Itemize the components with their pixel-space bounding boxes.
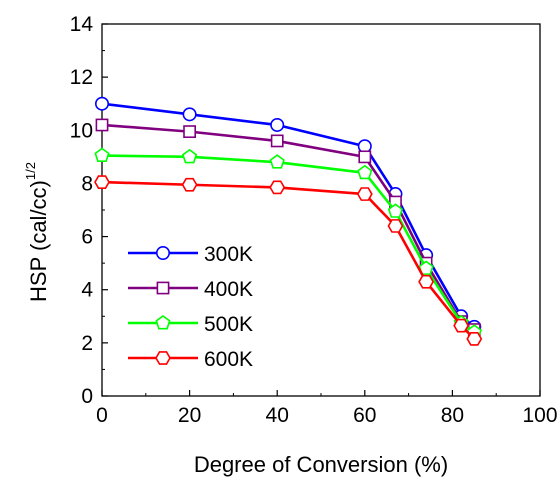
- data-point-600K: [356, 187, 373, 201]
- x-tick-label: 0: [96, 404, 108, 427]
- y-tick-label: 8: [81, 172, 93, 195]
- axes: 0 20 40 60 80 100 0 2 4 6 8 10 12 14: [70, 13, 558, 427]
- series-line-300K: [101, 102, 476, 328]
- y-tick-label: 14: [70, 13, 94, 36]
- legend-label: 400K: [204, 278, 253, 301]
- data-point-300K: [270, 117, 285, 132]
- x-axis-title: Degree of Conversion (%): [194, 452, 448, 477]
- data-point-400K: [183, 125, 196, 139]
- legend-label: 600K: [204, 348, 253, 371]
- y-tick-label: 0: [81, 385, 93, 408]
- data-point-600K: [181, 177, 198, 192]
- data-point-500K: [181, 148, 198, 164]
- series-300K: [95, 96, 482, 334]
- series-500K: [94, 147, 482, 339]
- x-tick-label: 80: [441, 404, 464, 427]
- data-point-500K: [269, 154, 285, 169]
- data-point-500K: [357, 164, 373, 180]
- data-point-500K: [387, 203, 404, 218]
- legend-marker: [156, 246, 171, 261]
- data-point-300K: [95, 96, 110, 111]
- legend-marker: [155, 315, 171, 330]
- legend-marker: [156, 281, 170, 295]
- series-line-500K: [101, 154, 476, 334]
- data-point-500K: [418, 260, 434, 275]
- legend-item-600K: 600K: [128, 348, 253, 371]
- data-point-600K: [269, 180, 286, 195]
- series-line-600K: [101, 180, 476, 340]
- data-point-300K: [182, 107, 197, 122]
- legend-label: 500K: [204, 313, 253, 336]
- data-point-600K: [453, 318, 470, 333]
- data-point-600K: [418, 274, 435, 289]
- data-point-600K: [466, 332, 483, 346]
- y-tick-label: 4: [81, 279, 93, 302]
- data-point-400K: [270, 134, 284, 148]
- x-tick-label: 100: [522, 404, 557, 427]
- data-point-500K: [94, 147, 110, 162]
- y-tick-label: 12: [70, 66, 93, 89]
- legend-label: 300K: [204, 243, 253, 266]
- series-400K: [95, 118, 481, 336]
- y-axis-title: HSP (cal/cc)1/2: [23, 162, 51, 302]
- x-tick-label: 60: [353, 404, 376, 427]
- legend-item-300K: 300K: [128, 243, 253, 266]
- y-tick-label: 10: [70, 119, 93, 142]
- data-point-600K: [387, 219, 404, 233]
- plot-series: [94, 96, 483, 346]
- legend: 300K 400K 500K 600K: [128, 243, 253, 371]
- y-axis-title-main: HSP (cal/cc): [26, 180, 51, 302]
- legend-marker: [155, 351, 171, 365]
- series-600K: [94, 175, 483, 346]
- y-tick-label: 6: [81, 226, 93, 249]
- legend-item-400K: 400K: [128, 278, 253, 301]
- y-axis-title-superscript: 1/2: [23, 162, 38, 180]
- data-point-400K: [95, 118, 109, 132]
- data-point-400K: [358, 150, 372, 164]
- y-tick-label: 2: [81, 332, 93, 355]
- data-point-600K: [94, 175, 110, 189]
- x-tick-label: 40: [266, 404, 289, 427]
- legend-item-500K: 500K: [128, 313, 253, 336]
- x-tick-label: 20: [178, 404, 201, 427]
